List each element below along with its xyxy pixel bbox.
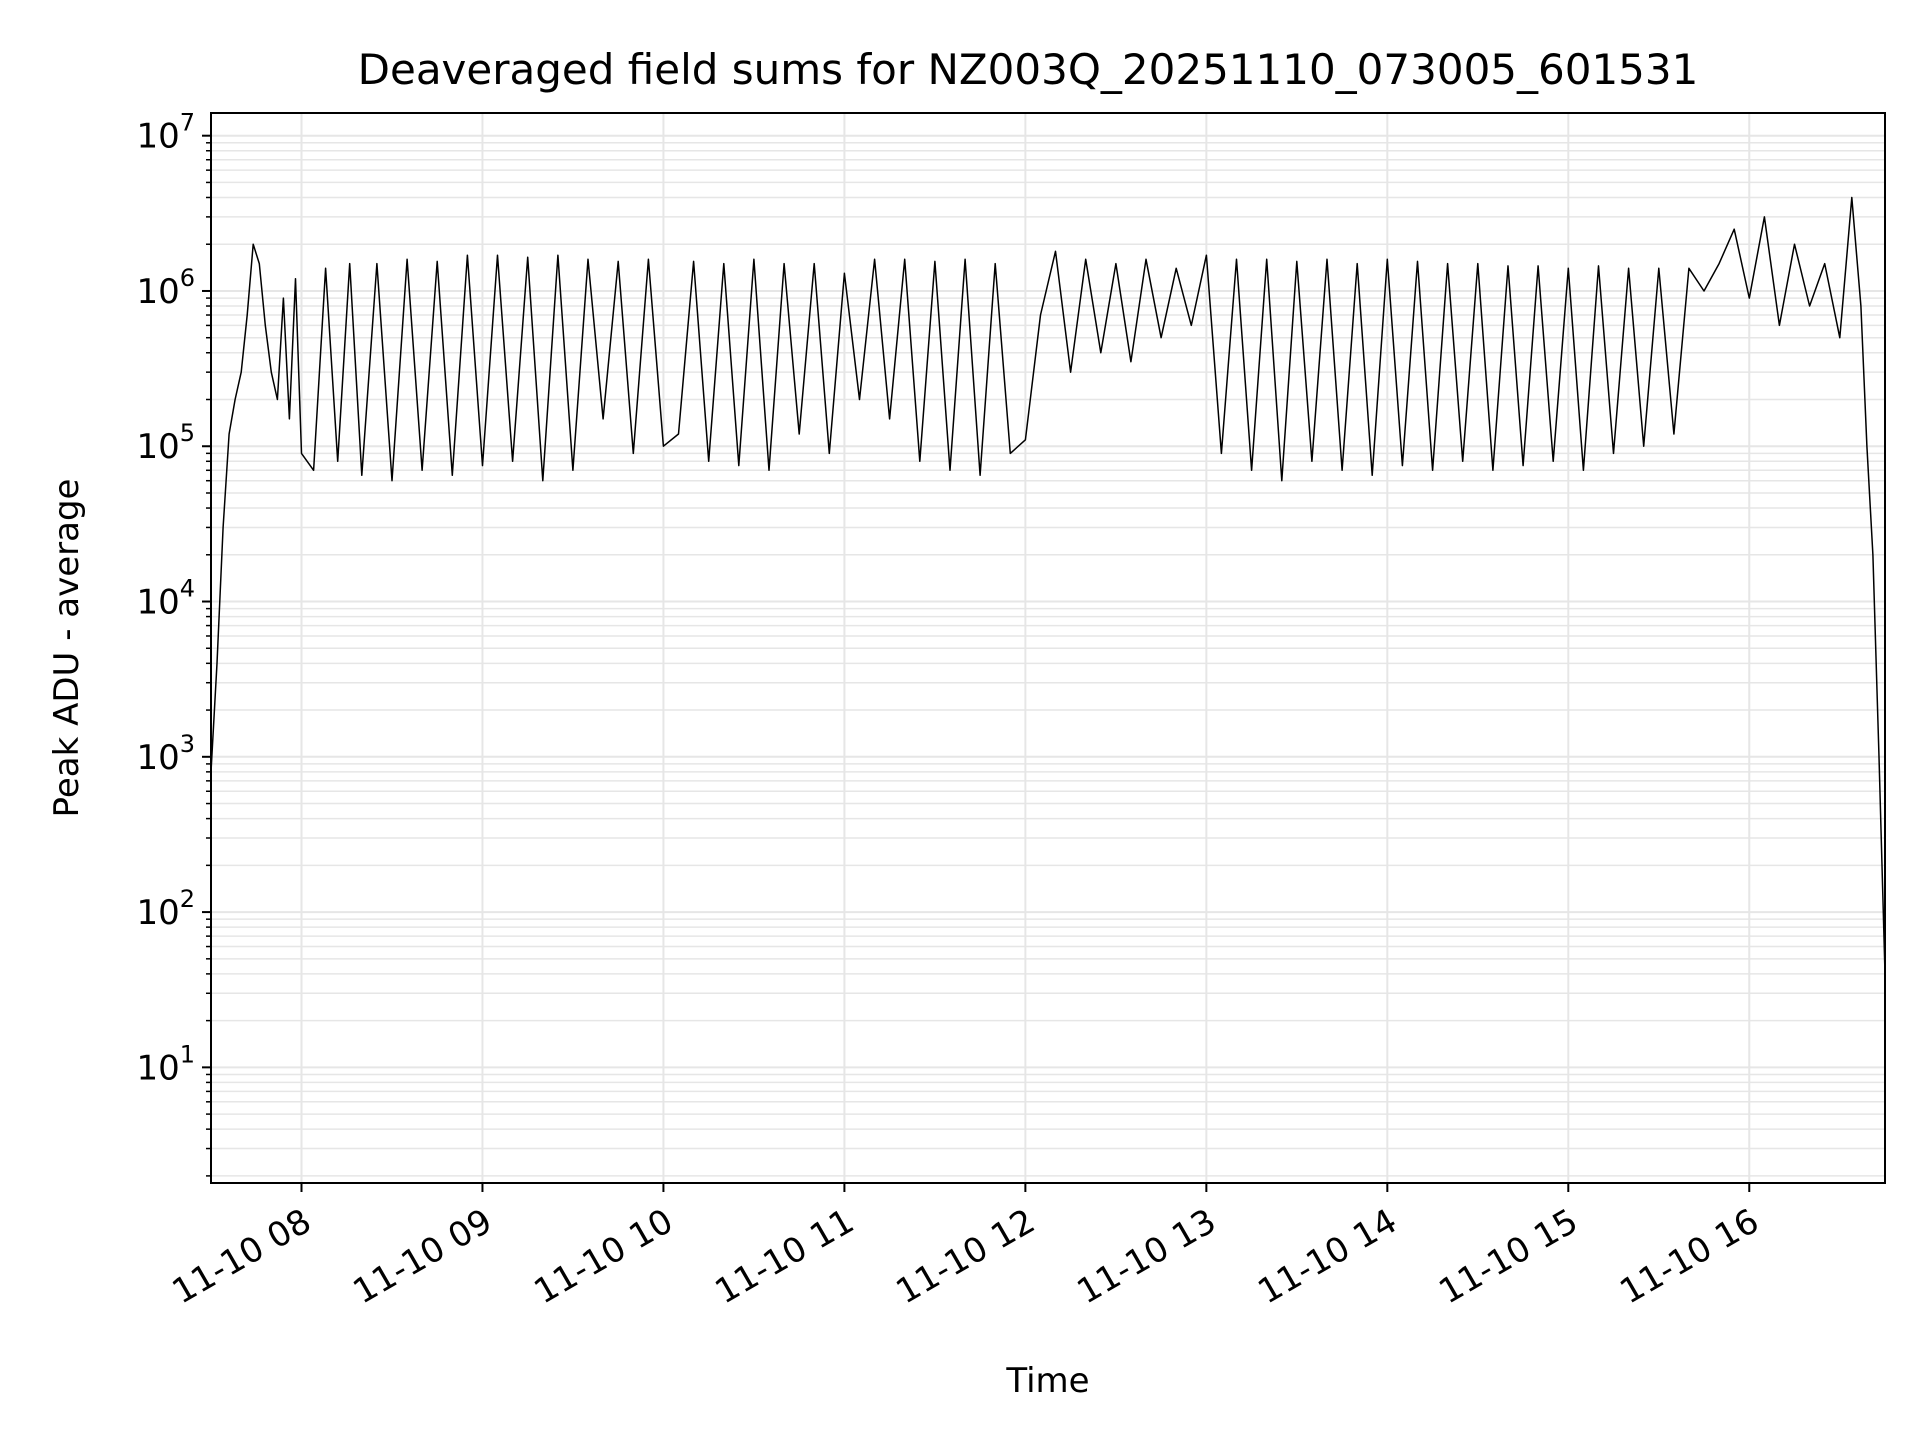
x-tick-label: 11-10 14 bbox=[1251, 1201, 1403, 1312]
y-tick-label: 106 bbox=[136, 264, 195, 312]
y-tick-label: 101 bbox=[136, 1040, 195, 1088]
y-tick-label: 102 bbox=[136, 885, 195, 933]
x-tick-label: 11-10 15 bbox=[1432, 1201, 1584, 1312]
x-tick-label: 11-10 13 bbox=[1070, 1201, 1222, 1312]
x-tick-label: 11-10 12 bbox=[889, 1201, 1041, 1312]
x-tick-label: 11-10 11 bbox=[709, 1201, 861, 1312]
y-axis-label: Peak ADU - average bbox=[47, 479, 87, 818]
x-tick-label: 11-10 10 bbox=[528, 1201, 680, 1312]
grid bbox=[211, 113, 1885, 1183]
x-tick-label: 11-10 16 bbox=[1613, 1201, 1765, 1312]
x-tick-label: 11-10 08 bbox=[166, 1201, 318, 1312]
chart-title: Deaveraged field sums for NZ003Q_2025111… bbox=[358, 45, 1699, 94]
y-tick-label: 105 bbox=[136, 419, 195, 467]
series-line bbox=[210, 196, 1886, 974]
x-tick-label: 11-10 09 bbox=[347, 1201, 499, 1312]
x-axis-label: Time bbox=[1005, 1361, 1089, 1401]
series-layer bbox=[210, 196, 1886, 974]
y-tick-label: 107 bbox=[136, 109, 195, 157]
y-tick-label: 104 bbox=[136, 575, 195, 623]
y-axis-ticks: 101 102 103 104 105 106 107 bbox=[136, 109, 211, 1177]
y-tick-label: 103 bbox=[136, 730, 195, 778]
x-axis-ticks: 11-10 08 11-10 09 11-10 10 11-10 11 11-10 12… bbox=[166, 1183, 1766, 1312]
